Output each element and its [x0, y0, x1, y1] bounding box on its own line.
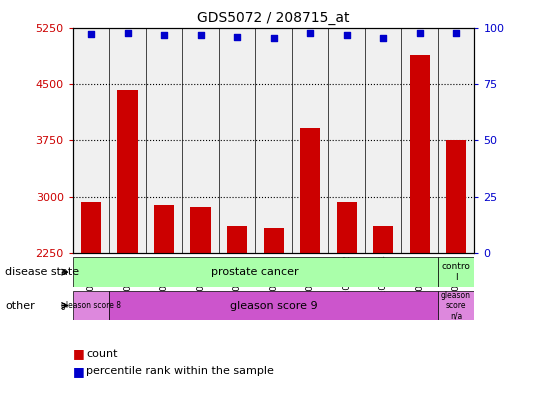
- Text: count: count: [86, 349, 118, 359]
- Text: contro
l: contro l: [441, 263, 471, 282]
- Point: [160, 32, 168, 39]
- Bar: [438, 291, 474, 320]
- Bar: [300, 128, 320, 253]
- Text: ■: ■: [73, 365, 85, 378]
- Point: [342, 32, 351, 39]
- Point: [270, 35, 278, 41]
- Bar: [227, 226, 247, 253]
- Text: prostate cancer: prostate cancer: [211, 267, 299, 277]
- Point: [87, 31, 95, 37]
- Point: [123, 30, 132, 36]
- Bar: [109, 291, 438, 320]
- Text: disease state: disease state: [5, 267, 80, 277]
- Text: gleason
score
n/a: gleason score n/a: [441, 291, 471, 320]
- Bar: [410, 55, 430, 253]
- Bar: [154, 204, 174, 253]
- Bar: [446, 140, 466, 253]
- Text: gleason score 8: gleason score 8: [61, 301, 121, 310]
- Point: [415, 30, 424, 36]
- Text: gleason score 9: gleason score 9: [230, 301, 317, 310]
- Bar: [373, 226, 393, 253]
- Bar: [336, 202, 357, 253]
- Bar: [438, 257, 474, 287]
- Bar: [118, 90, 137, 253]
- Text: other: other: [5, 301, 35, 310]
- Bar: [81, 202, 101, 253]
- Bar: [73, 291, 109, 320]
- Point: [306, 30, 314, 36]
- Text: percentile rank within the sample: percentile rank within the sample: [86, 366, 274, 376]
- Point: [452, 30, 460, 36]
- Bar: [190, 207, 211, 253]
- Point: [233, 33, 241, 40]
- Point: [196, 32, 205, 39]
- Point: [379, 35, 388, 41]
- Text: ■: ■: [73, 347, 85, 360]
- Title: GDS5072 / 208715_at: GDS5072 / 208715_at: [197, 11, 350, 25]
- Bar: [264, 228, 284, 253]
